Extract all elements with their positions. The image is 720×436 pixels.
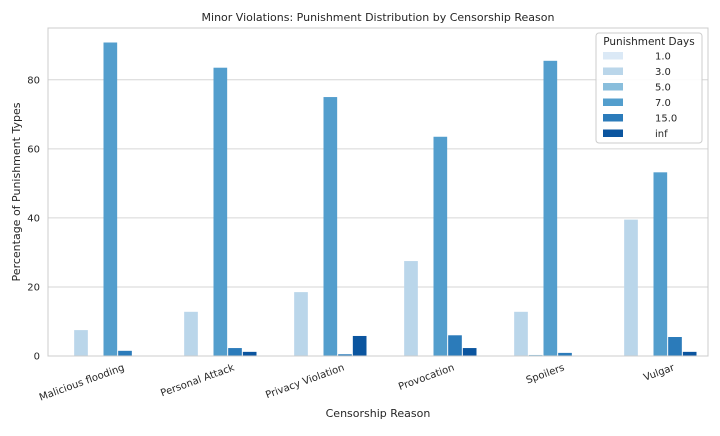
plot-frame (47, 27, 709, 357)
legend-items: 1.0 3.0 5.0 7.0 15.0 inf (603, 52, 677, 140)
bar (103, 42, 118, 357)
bar (462, 348, 477, 356)
bar (448, 335, 462, 356)
legend-label: 5.0 (655, 83, 671, 94)
bar (228, 348, 242, 356)
legend-swatch (603, 83, 623, 91)
bar (352, 335, 367, 356)
bar (543, 60, 558, 357)
legend-swatch (603, 67, 623, 75)
bar (294, 292, 308, 356)
legend-swatch (603, 98, 623, 106)
legend-swatch (603, 129, 623, 137)
bar (242, 351, 257, 356)
bars (74, 42, 697, 357)
bar (433, 136, 448, 356)
bar (514, 311, 528, 356)
bar (653, 172, 668, 356)
bar (404, 261, 418, 356)
bar (323, 97, 338, 356)
y-axis-title: Percentage of Punishment Types (10, 102, 23, 281)
legend: Punishment Days 1.0 3.0 5.0 7.0 15.0 inf (595, 32, 703, 144)
bar (338, 354, 352, 356)
legend-label: 7.0 (655, 98, 671, 109)
bar (558, 352, 572, 356)
bar (213, 67, 228, 356)
bar (624, 219, 638, 356)
legend-label: 1.0 (655, 52, 671, 63)
legend-label: 15.0 (655, 114, 677, 125)
bar (118, 350, 132, 356)
bar (668, 337, 682, 356)
y-tick-label: 20 (27, 282, 40, 293)
bar (682, 351, 697, 356)
legend-swatch (603, 52, 623, 60)
y-tick-label: 0 (34, 352, 40, 363)
y-tick-label: 40 (27, 213, 40, 224)
bar (528, 354, 543, 356)
legend-swatch (603, 114, 623, 122)
bar (184, 311, 198, 356)
y-tick-label: 80 (27, 75, 40, 86)
x-axis-title: Censorship Reason (326, 407, 431, 420)
legend-title: Punishment Days (603, 36, 695, 48)
bar (74, 330, 88, 356)
y-tick-label: 60 (27, 144, 40, 155)
y-tick-labels: 0 20 40 60 80 (27, 75, 40, 362)
legend-label: 3.0 (655, 67, 671, 78)
chart-title: Minor Violations: Punishment Distributio… (202, 11, 555, 24)
legend-label: inf (655, 129, 668, 140)
